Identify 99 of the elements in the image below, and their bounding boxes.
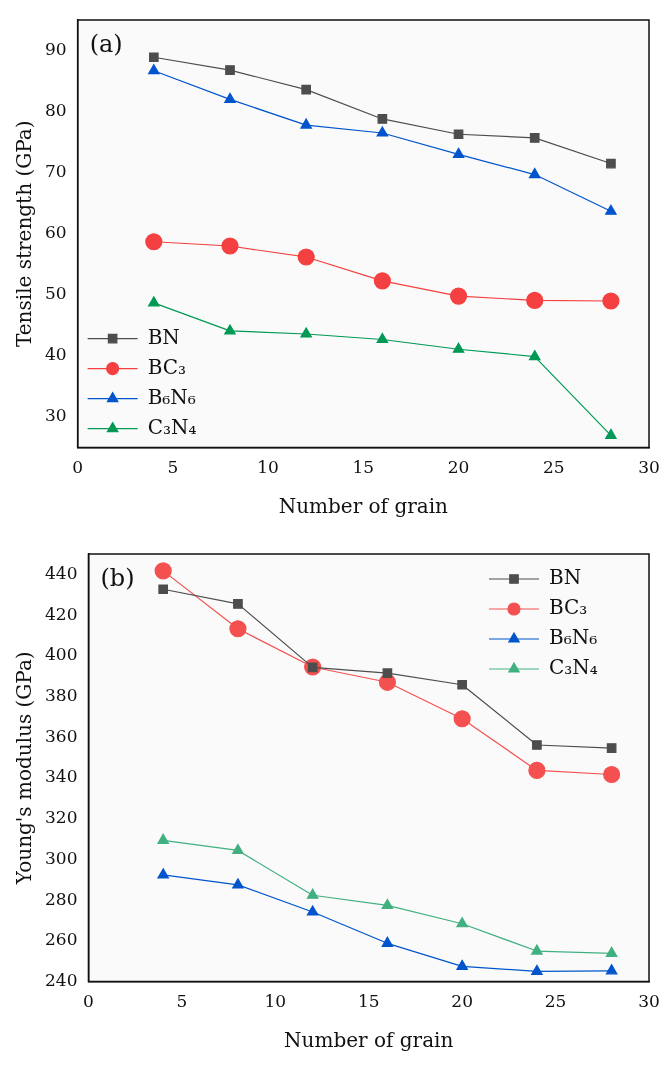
point (529, 133, 540, 143)
x-tick-label: 30 (638, 457, 660, 478)
point (605, 204, 617, 215)
point (532, 740, 542, 750)
y-tick-label: 240 (44, 970, 78, 991)
legend-label: C₃N₄ (147, 414, 197, 439)
x-axis-title: Number of grain (284, 1028, 454, 1053)
x-tick-label: 5 (167, 457, 179, 478)
y-tick-label: 320 (44, 807, 78, 828)
y-axis-title: Tensile strength (GPa) (12, 120, 37, 348)
y-tick-label: 380 (44, 684, 78, 705)
point (452, 342, 465, 353)
x-tick-label: 10 (257, 457, 279, 478)
legend-label: BN (147, 324, 180, 349)
point (306, 905, 319, 916)
point (456, 917, 468, 928)
y-tick-label: 60 (44, 222, 67, 243)
y-tick-label: 90 (44, 38, 67, 59)
point (232, 878, 244, 889)
point (605, 428, 617, 439)
x-tick-label: 20 (447, 457, 470, 478)
point (453, 710, 471, 728)
point (531, 964, 543, 976)
annotation: (a) (89, 30, 123, 59)
y-tick-label: 300 (44, 847, 78, 868)
point (376, 126, 389, 137)
point (225, 65, 235, 75)
point (157, 833, 169, 844)
point (381, 936, 394, 947)
legend-label: B₆N₆ (147, 384, 196, 409)
x-tick-label: 0 (83, 991, 94, 1012)
legend-label: C₃N₄ (549, 655, 598, 680)
point (606, 158, 616, 169)
x-tick-label: 5 (176, 991, 188, 1012)
point (526, 291, 544, 309)
y-tick-label: 80 (44, 100, 67, 121)
x-tick-label: 30 (638, 991, 660, 1012)
legend-label: B₆N₆ (549, 625, 598, 650)
y-tick-label: 40 (44, 344, 67, 365)
point (233, 599, 243, 609)
point (300, 118, 312, 129)
x-tick-label: 0 (72, 457, 84, 478)
point (449, 287, 468, 305)
x-tick-label: 20 (451, 991, 473, 1012)
point (376, 332, 389, 344)
point (606, 743, 617, 753)
legend-label: BC₃ (147, 354, 187, 379)
point (528, 349, 541, 361)
x-tick-label: 25 (544, 991, 567, 1012)
point (528, 167, 541, 179)
point (377, 114, 388, 124)
point (148, 52, 159, 63)
point (221, 237, 239, 255)
point (145, 233, 163, 251)
x-tick-label: 25 (542, 457, 565, 478)
point (373, 272, 391, 290)
point (297, 248, 315, 266)
y-tick-label: 70 (44, 161, 67, 182)
point (528, 761, 546, 780)
point (301, 84, 312, 95)
x-tick-label: 15 (357, 991, 380, 1012)
point (232, 843, 244, 855)
point (457, 679, 467, 690)
point (157, 868, 169, 879)
y-tick-label: 260 (44, 929, 78, 950)
legend-label: BC₃ (549, 595, 588, 620)
y-tick-label: 440 (44, 562, 78, 583)
legend-label: BN (549, 565, 582, 590)
point (456, 959, 468, 970)
x-tick-label: 15 (352, 457, 375, 478)
point (158, 584, 169, 595)
point (148, 296, 160, 307)
point (603, 765, 621, 784)
y-tick-label: 360 (44, 725, 78, 746)
point (154, 562, 172, 580)
y-tick-label: 280 (44, 888, 78, 909)
point (381, 898, 394, 910)
point (452, 147, 465, 158)
point (453, 129, 464, 140)
point (602, 292, 620, 310)
point (224, 92, 236, 104)
y-tick-label: 50 (44, 283, 67, 304)
point (148, 64, 160, 75)
annotation: (b) (100, 564, 135, 593)
point (605, 946, 618, 957)
y-tick-label: 420 (44, 603, 78, 624)
x-tick-label: 10 (264, 991, 287, 1012)
y-tick-label: 340 (44, 766, 78, 787)
point (224, 324, 236, 335)
point (300, 327, 312, 338)
point (531, 944, 543, 955)
y-axis-title: Young's modulus (GPa) (12, 651, 37, 886)
point (605, 964, 618, 975)
y-tick-label: 30 (44, 405, 67, 426)
y-tick-label: 400 (44, 644, 78, 665)
x-axis-title: Number of grain (278, 494, 449, 519)
point (229, 620, 247, 638)
point (382, 668, 393, 678)
point (306, 888, 319, 899)
